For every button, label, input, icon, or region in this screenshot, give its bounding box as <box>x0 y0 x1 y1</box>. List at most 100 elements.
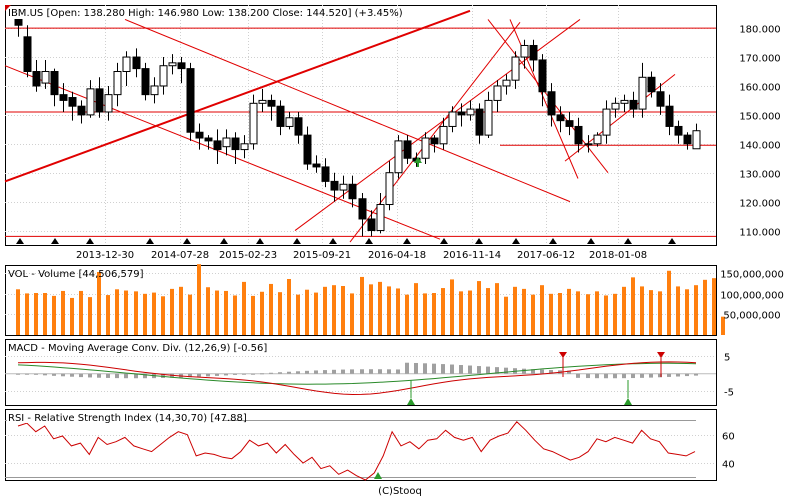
volume-bar <box>242 281 246 335</box>
candle-body <box>556 114 565 122</box>
volume-bar <box>640 286 644 335</box>
macd-histogram-bar <box>676 373 680 377</box>
volume-tick-label: 50,000,000 <box>723 311 780 322</box>
macd-histogram-bar <box>197 373 201 377</box>
volume-bar <box>124 290 128 335</box>
macd-histogram-bar <box>486 366 490 374</box>
price-tick-label: 150.000 <box>739 112 780 123</box>
candle-body <box>222 137 231 148</box>
macd-histogram-bar <box>269 372 273 374</box>
macd-histogram-bar <box>387 369 391 374</box>
candle-body <box>77 105 86 116</box>
channel-line <box>509 19 579 179</box>
candle-body <box>168 62 177 67</box>
volume-bar <box>387 286 391 335</box>
volume-bar <box>61 290 65 335</box>
candle-body <box>348 183 357 200</box>
volume-bar <box>540 285 544 335</box>
macd-histogram-bar <box>576 373 580 378</box>
rsi-panel-title: RSI - Relative Strength Index (14,30,70)… <box>8 413 247 424</box>
candle-body <box>584 143 593 146</box>
macd-histogram-bar <box>631 373 635 379</box>
volume-bar <box>134 291 138 335</box>
candle-body <box>122 56 131 73</box>
volume-bar <box>504 296 508 335</box>
candle-body <box>538 59 547 93</box>
macd-histogram-bar <box>251 373 255 375</box>
candle-body <box>421 137 430 159</box>
candle-body <box>692 130 701 150</box>
volume-tick-label: 100,000,000 <box>720 291 784 302</box>
macd-histogram-bar <box>468 365 472 374</box>
macd-histogram-bar <box>61 373 65 377</box>
volume-bar <box>459 291 463 335</box>
candle-body <box>457 111 466 116</box>
volume-bar <box>676 286 680 335</box>
candle-body <box>285 117 294 127</box>
candle-body <box>430 137 439 145</box>
buy-signal-arrow <box>414 157 422 163</box>
macd-histogram-bar <box>694 373 698 376</box>
candle-body <box>565 120 574 127</box>
price-tick-label: 170.000 <box>739 54 780 65</box>
macd-histogram-bar <box>161 373 165 378</box>
candle-body <box>231 137 240 151</box>
candle-body <box>683 134 692 145</box>
volume-bar <box>477 281 481 335</box>
macd-histogram-bar <box>341 369 345 374</box>
date-tick-label: 2016-11-14 <box>443 250 501 261</box>
event-marker-triangle <box>293 238 301 244</box>
volume-bar <box>305 289 309 335</box>
volume-bar <box>296 294 300 335</box>
macd-histogram-bar <box>649 373 653 378</box>
candle-body <box>150 85 159 96</box>
macd-histogram-bar <box>43 373 47 376</box>
macd-histogram-bar <box>323 370 327 374</box>
candle-body <box>529 44 538 61</box>
volume-bar <box>622 286 626 335</box>
candle-body <box>50 71 59 96</box>
candle-body <box>547 91 556 116</box>
macd-histogram-bar <box>296 371 300 374</box>
date-tick-label: 2017-06-12 <box>517 250 575 261</box>
volume-bar <box>513 286 517 335</box>
candle-body <box>484 99 493 136</box>
volume-bar <box>567 288 571 335</box>
rsi-tick-label: 40 <box>722 460 735 471</box>
volume-bar <box>613 293 617 335</box>
macd-histogram-bar <box>378 369 382 374</box>
candle-body <box>439 125 448 145</box>
volume-bar <box>179 286 183 335</box>
volume-bar <box>595 291 599 335</box>
candle-body <box>475 108 484 136</box>
volume-bar <box>495 283 499 335</box>
volume-tick-label: 150,000,000 <box>720 270 784 281</box>
candle-body <box>647 76 656 93</box>
macd-histogram-bar <box>414 362 418 374</box>
volume-bar <box>576 291 580 335</box>
macd-histogram-bar <box>567 370 571 374</box>
volume-bar <box>350 293 354 335</box>
candle-body <box>602 108 611 136</box>
volume-bar <box>694 285 698 335</box>
event-marker-triangle <box>365 238 373 244</box>
candle-body <box>511 56 520 81</box>
volume-bar <box>604 295 608 335</box>
macd-histogram-bar <box>25 373 29 375</box>
volume-bar <box>423 293 427 335</box>
volume-bar <box>450 279 454 335</box>
candle-body <box>466 108 475 116</box>
candle-body <box>385 172 394 206</box>
macd-histogram-bar <box>34 373 38 375</box>
macd-histogram-bar <box>224 373 228 376</box>
price-chart-title: IBM.US [Open: 138.280 High: 146.980 Low:… <box>8 8 403 19</box>
candle-body <box>674 125 683 136</box>
candle-body <box>376 204 385 232</box>
candle-body <box>303 134 312 165</box>
rsi-panel-frame <box>5 409 717 481</box>
date-tick-label: 2016-04-18 <box>368 250 426 261</box>
volume-bar <box>79 290 83 335</box>
volume-bar <box>658 291 662 335</box>
candle-body <box>276 105 285 127</box>
volume-bar <box>378 281 382 335</box>
